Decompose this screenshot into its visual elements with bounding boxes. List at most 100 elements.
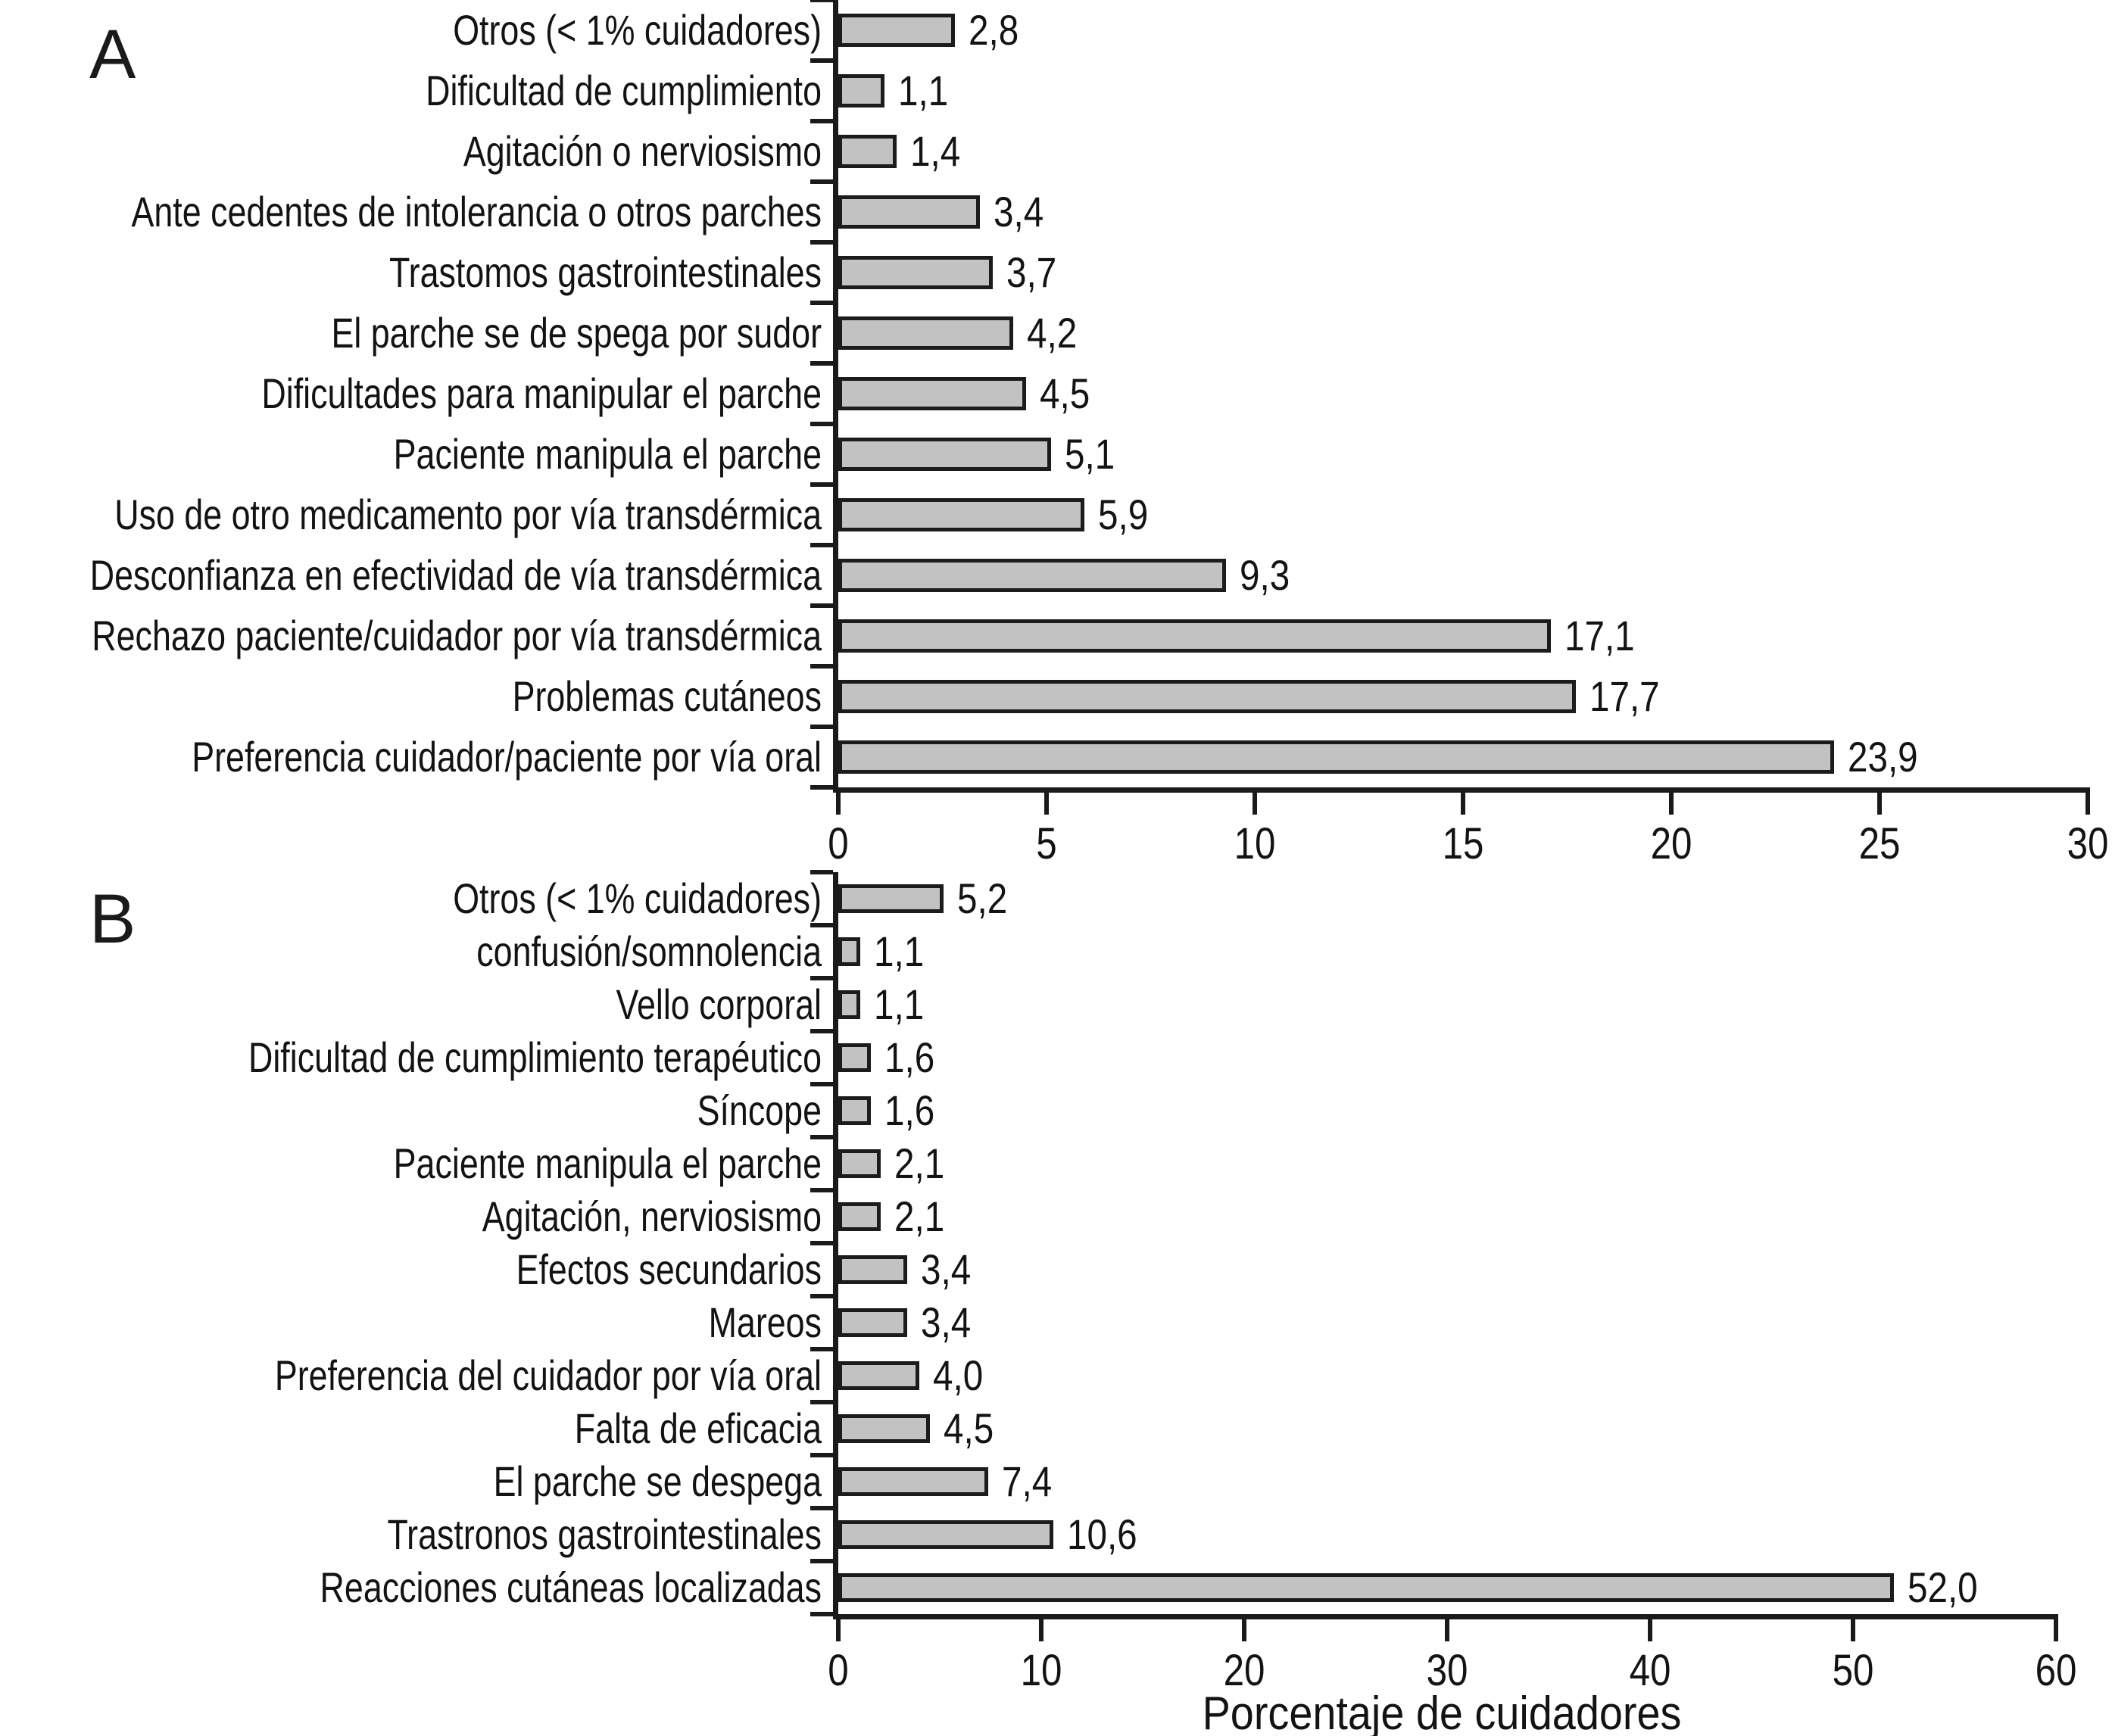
- y-axis-tick: [810, 240, 833, 245]
- x-axis-tick-label: 25: [1858, 819, 1901, 868]
- bar: [838, 1149, 881, 1178]
- y-axis-tick: [810, 301, 833, 305]
- bar-value-label: 17,7: [1589, 672, 1660, 720]
- y-axis-tick: [810, 725, 833, 729]
- category-label: Mareos: [708, 1298, 822, 1346]
- category-label: Otros (< 1% cuidadores): [453, 874, 822, 922]
- bar-value-label: 1,6: [884, 1086, 935, 1134]
- bar: [838, 1414, 930, 1443]
- bar-value-label: 3,4: [994, 188, 1044, 235]
- x-axis-tick: [1877, 787, 1882, 815]
- bar: [838, 1573, 1894, 1602]
- bar: [838, 937, 861, 966]
- x-axis-tick: [1851, 1614, 1855, 1641]
- bar: [838, 1096, 871, 1125]
- x-axis-tick-label: 0: [828, 819, 849, 868]
- bar: [838, 1520, 1054, 1549]
- y-axis-tick: [810, 1188, 833, 1192]
- bar: [838, 1308, 908, 1337]
- x-axis-tick: [1648, 1614, 1652, 1641]
- x-axis-tick-label: 0: [828, 1646, 849, 1695]
- panel-a-plot: 2,8 1,1 1,4 3,4 3,7 4,2 4,5 5,1 5,9 9,3 17,1 17,7 23…: [810, 0, 2108, 866]
- category-label: Dificultad de cumplimiento: [426, 66, 822, 114]
- y-axis-tick: [810, 923, 833, 927]
- x-axis-tick-label: 10: [1020, 1646, 1062, 1695]
- category-label: Otros (< 1% cuidadores): [453, 5, 822, 54]
- category-label: Preferencia del cuidador por vía oral: [274, 1351, 822, 1399]
- bar: [838, 377, 1026, 410]
- y-axis-tick: [810, 1400, 833, 1404]
- category-label: Rechazo paciente/cuidador por vía transd…: [92, 611, 822, 659]
- bar-value-label: 5,1: [1064, 430, 1115, 478]
- bar: [838, 1361, 920, 1390]
- x-axis-tick: [1445, 1614, 1449, 1641]
- bar: [838, 135, 897, 168]
- bar-value-label: 17,1: [1564, 612, 1635, 659]
- x-axis-tick: [1461, 787, 1465, 815]
- bar-value-label: 1,1: [874, 927, 925, 975]
- y-axis-tick: [810, 482, 833, 487]
- bar-value-label: 3,7: [1006, 248, 1056, 296]
- y-axis-tick: [810, 1082, 833, 1086]
- y-axis-tick: [810, 422, 833, 426]
- bar-value-label: 10,6: [1067, 1510, 1137, 1558]
- bar: [838, 256, 993, 289]
- category-label: Reacciones cutáneas localizadas: [320, 1563, 822, 1611]
- category-label: Paciente manipula el parche: [393, 1139, 822, 1187]
- x-axis-tick-label: 30: [1426, 1646, 1468, 1695]
- bar: [838, 1467, 989, 1496]
- x-axis-tick: [2085, 787, 2090, 815]
- category-label: Uso de otro medicamento por vía transdér…: [114, 490, 822, 538]
- bar: [838, 884, 944, 913]
- category-label: Trastronos gastrointestinales: [387, 1510, 822, 1558]
- panel-b-plot: 5,2 1,1 1,1 1,6 1,6 2,1 2,1 3,4 3,4 4,0 4,5 7,4 10,6…: [810, 870, 2076, 1693]
- y-axis-tick: [810, 1294, 833, 1298]
- y-axis-tick: [810, 976, 833, 980]
- category-label: Ante cedentes de intolerancia o otros pa…: [131, 187, 822, 235]
- bar-value-label: 5,9: [1097, 491, 1148, 538]
- x-axis-tick: [1039, 1614, 1044, 1641]
- panel-a-letter: A: [89, 16, 136, 93]
- y-axis-tick: [810, 0, 833, 2]
- y-axis-tick: [810, 870, 833, 874]
- category-label: confusión/somnolencia: [476, 927, 822, 975]
- x-axis-tick: [836, 787, 841, 815]
- bar-value-label: 4,0: [933, 1351, 984, 1399]
- x-axis-tick-label: 5: [1036, 819, 1057, 868]
- x-axis-tick-label: 15: [1442, 819, 1484, 868]
- bar-value-label: 52,0: [1907, 1563, 1978, 1611]
- category-label: Efectos secundarios: [516, 1245, 822, 1293]
- bar-value-label: 4,5: [943, 1404, 994, 1452]
- x-axis-tick-label: 50: [1832, 1646, 1874, 1695]
- x-axis-tick-label: 40: [1629, 1646, 1671, 1695]
- x-axis-tick-label: 60: [2035, 1646, 2077, 1695]
- bar: [838, 1043, 871, 1072]
- bar: [838, 1202, 881, 1231]
- bar: [838, 680, 1576, 713]
- bar: [838, 74, 884, 108]
- bar: [838, 316, 1013, 350]
- y-axis-tick: [810, 1453, 833, 1457]
- y-axis-tick: [810, 1612, 833, 1616]
- y-axis-tick: [810, 179, 833, 184]
- bar-value-label: 3,4: [921, 1245, 972, 1293]
- category-label: Falta de eficacia: [574, 1404, 822, 1452]
- y-axis-tick: [810, 1029, 833, 1033]
- bar: [838, 498, 1084, 531]
- category-label: El parche se de spega por sudor: [331, 308, 822, 357]
- bar: [838, 14, 955, 47]
- y-axis-tick: [810, 1347, 833, 1351]
- y-axis-tick: [810, 603, 833, 608]
- x-axis-tick-label: 20: [1223, 1646, 1265, 1695]
- x-axis-tick-label: 30: [2067, 819, 2109, 868]
- y-axis-tick: [810, 119, 833, 123]
- bar-value-label: 23,9: [1847, 733, 1918, 781]
- bar-value-label: 2,1: [894, 1192, 945, 1240]
- y-axis-tick: [810, 543, 833, 547]
- panel-b-letter: B: [89, 880, 136, 958]
- bar-value-label: 1,6: [884, 1033, 935, 1081]
- x-axis-label: Porcentaje de cuidadores: [1202, 1688, 1682, 1736]
- bar: [838, 438, 1051, 471]
- bar-value-label: 2,8: [969, 6, 1019, 54]
- x-axis-tick: [836, 1614, 841, 1641]
